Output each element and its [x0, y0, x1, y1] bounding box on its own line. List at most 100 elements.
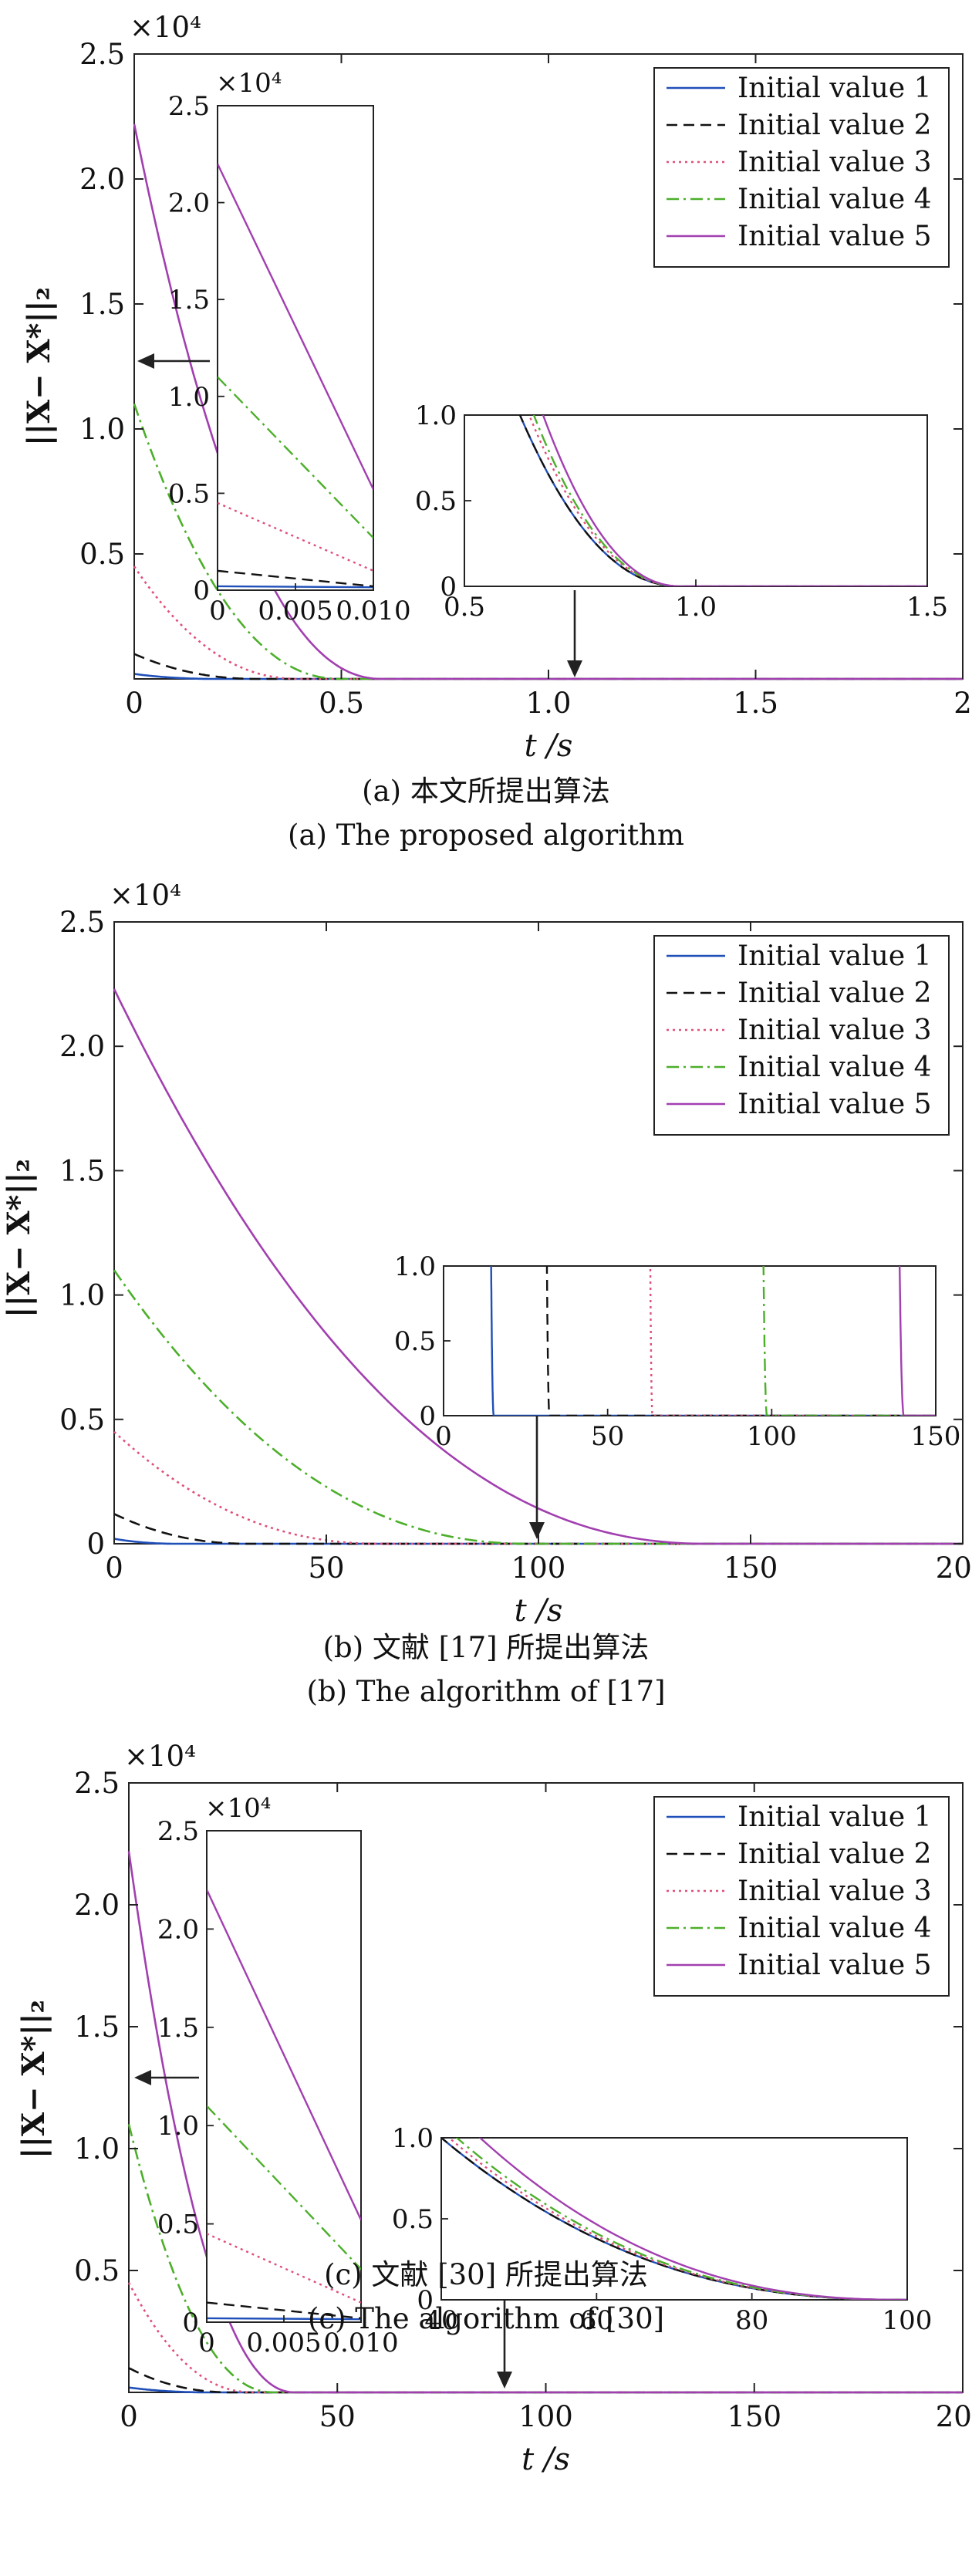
inset-x-tick-label: 0	[435, 1421, 452, 1452]
y-tick-label: 1.5	[59, 1154, 105, 1187]
y-tick-label: 1.5	[74, 2010, 120, 2044]
inset-series-line-5	[479, 2138, 907, 2300]
y-axis-title: ||X− X*||₂	[1, 1159, 37, 1318]
inset-x-tick-label: 80	[735, 2305, 768, 2336]
inset-c-left: 0 0.005 0.010 0 0.5 1.0 1.5 2.0 2.5×10⁴	[157, 1793, 399, 2358]
legend-label-4: Initial value 4	[737, 1913, 931, 1944]
legend-label-5: Initial value 5	[737, 1950, 931, 1981]
panel-b: 0 50 100 150 200 0 0.5 1.0 1.5 2.0 2.5×10⁴ t /s ||X−…	[1, 879, 972, 1708]
series-line-3	[127, 2282, 963, 2394]
series-line-4	[113, 1269, 963, 1545]
legend-label-4: Initial value 4	[737, 1052, 931, 1083]
legend-label-2: Initial value 2	[737, 977, 931, 1009]
legend: Initial value 1 Initial value 2 Initial va…	[653, 935, 950, 1136]
inset-y-tick-label: 0	[440, 572, 457, 603]
x-tick-label: 0	[120, 2400, 138, 2433]
inset-y-multiplier: ×10⁴	[216, 68, 282, 99]
arrow-1	[529, 1416, 545, 1539]
y-tick-label: 1.0	[59, 1279, 105, 1312]
legend: Initial value 1 Initial value 2 Initial va…	[653, 67, 950, 268]
inset-y-tick-label: 2.0	[168, 188, 210, 219]
inset-y-tick-label: 0	[182, 2308, 199, 2338]
y-multiplier: ×10⁴	[110, 879, 181, 912]
inset-series-line-2	[207, 2301, 361, 2320]
x-tick-label: 50	[308, 1551, 344, 1585]
inset-series-line-2	[545, 1266, 936, 1416]
inset-y-tick-label: 1.0	[168, 382, 210, 413]
y-tick-label: 0.5	[59, 1403, 105, 1437]
inset-b-right: 0 50 100 150 0 0.5 1.0	[394, 1251, 961, 1452]
series-line-2	[128, 2367, 963, 2394]
inset-y-tick-label: 0.5	[168, 478, 210, 509]
y-tick-label: 2.5	[74, 1767, 120, 1800]
x-axis-title: t /s	[515, 1593, 563, 1629]
inset-series-line-2	[218, 569, 373, 588]
legend-label-5: Initial value 5	[737, 221, 931, 252]
inset-y-tick-label: 0	[419, 1401, 436, 1432]
inset-a-left: 0 0.005 0.010 0 0.5 1.0 1.5 2.0 2.5×10⁴	[168, 68, 411, 626]
inset-series-line-5	[218, 163, 373, 490]
inset-x-tick-label: 150	[911, 1421, 961, 1452]
inset-x-tick-label: 100	[883, 2305, 933, 2336]
inset-x-tick-label: 1.5	[906, 592, 948, 623]
inset-y-tick-label: 0.5	[394, 1326, 436, 1357]
inset-series-line-1	[490, 1266, 936, 1416]
legend-box	[653, 1796, 950, 1997]
inset-y-multiplier: ×10⁴	[205, 1793, 271, 1824]
x-tick-label: 150	[724, 1551, 778, 1585]
y-multiplier: ×10⁴	[130, 11, 201, 44]
x-tick-label: 100	[518, 2400, 573, 2433]
inset-box	[206, 1830, 362, 2323]
series-line-2	[133, 653, 963, 680]
inset-a-right: 0.5 1.0 1.500.51.0	[415, 400, 948, 623]
x-tick-label: 200	[936, 1551, 972, 1585]
y-tick-label: 2.5	[79, 38, 125, 71]
series-line-1	[128, 2386, 963, 2394]
x-tick-label: 1.5	[733, 687, 778, 720]
legend-label-3: Initial value 3	[737, 1875, 931, 1907]
inset-y-tick-label: 2.5	[157, 1816, 199, 1847]
x-tick-label: 2	[953, 687, 972, 720]
inset-x-tick-label: 0.5	[444, 592, 485, 623]
x-tick-label: 50	[319, 2400, 356, 2433]
y-tick-label: 0	[86, 1528, 105, 1561]
y-tick-label: 1.0	[79, 413, 125, 446]
inset-y-tick-label: 0	[193, 576, 210, 606]
inset-y-tick-label: 1.0	[157, 2111, 199, 2142]
arrow-head	[567, 660, 582, 677]
series-line-5	[113, 988, 963, 1545]
x-tick-label: 100	[511, 1551, 566, 1585]
legend-label-1: Initial value 1	[737, 1801, 931, 1833]
legend: Initial value 1 Initial value 2 Initial va…	[653, 1796, 950, 1997]
y-tick-label: 2.0	[59, 1030, 105, 1063]
legend-label-2: Initial value 2	[737, 1838, 931, 1870]
inset-y-tick-label: 1.0	[392, 2123, 434, 2154]
inset-box	[443, 1265, 937, 1416]
arrow-head	[497, 2372, 512, 2389]
legend-label-4: Initial value 4	[737, 184, 931, 215]
y-axis-title: ||X− X*||₂	[21, 287, 57, 446]
inset-x-tick-label: 0.010	[336, 596, 410, 626]
series-line-3	[113, 1430, 963, 1545]
x-axis-title: t /s	[525, 728, 573, 764]
inset-series-line-5	[207, 1889, 361, 2221]
inset-y-tick-label: 2.0	[157, 1914, 199, 1945]
arrow-head	[134, 2070, 151, 2085]
x-tick-label: 200	[936, 2400, 972, 2433]
inset-y-tick-label: 2.5	[168, 91, 210, 122]
inset-x-tick-label: 0.005	[246, 2328, 321, 2358]
inset-series-line-3	[649, 1266, 936, 1416]
arrow-2	[567, 590, 582, 677]
arrow-1	[134, 2070, 199, 2085]
inset-box	[440, 2137, 908, 2301]
y-tick-label: 0.5	[79, 538, 125, 571]
y-tick-label: 1.0	[74, 2132, 120, 2166]
inset-x-tick-label: 0.005	[258, 596, 332, 626]
x-tick-label: 1.0	[526, 687, 572, 720]
inset-y-tick-label: 1.5	[157, 2013, 199, 2044]
x-tick-label: 0.5	[319, 687, 364, 720]
inset-x-tick-label: 0.010	[323, 2328, 398, 2358]
inset-y-tick-label: 0.5	[392, 2204, 434, 2235]
